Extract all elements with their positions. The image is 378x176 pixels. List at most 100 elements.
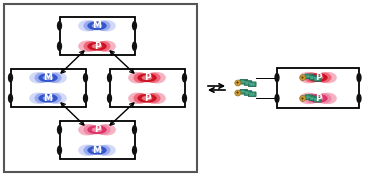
Ellipse shape xyxy=(38,94,58,103)
Ellipse shape xyxy=(319,93,337,104)
Ellipse shape xyxy=(29,93,47,104)
Ellipse shape xyxy=(98,20,116,32)
Ellipse shape xyxy=(313,75,323,80)
Ellipse shape xyxy=(182,93,187,103)
Ellipse shape xyxy=(49,72,67,83)
Text: P: P xyxy=(94,125,100,134)
Text: P: P xyxy=(144,73,150,82)
Ellipse shape xyxy=(319,72,337,83)
Ellipse shape xyxy=(356,94,362,103)
Bar xyxy=(4,4,197,172)
Text: P: P xyxy=(94,42,100,51)
Ellipse shape xyxy=(87,42,107,51)
Ellipse shape xyxy=(274,73,280,82)
Ellipse shape xyxy=(84,145,98,155)
Ellipse shape xyxy=(84,125,98,135)
FancyBboxPatch shape xyxy=(305,95,313,99)
Ellipse shape xyxy=(98,124,116,136)
Ellipse shape xyxy=(133,73,149,83)
Ellipse shape xyxy=(250,83,254,85)
Ellipse shape xyxy=(250,93,254,95)
FancyBboxPatch shape xyxy=(248,92,256,97)
Circle shape xyxy=(300,95,306,101)
Ellipse shape xyxy=(96,41,110,51)
Text: P: P xyxy=(315,73,321,82)
Text: ✦: ✦ xyxy=(301,96,304,100)
Ellipse shape xyxy=(87,146,107,155)
Ellipse shape xyxy=(83,93,88,103)
Bar xyxy=(59,17,135,55)
FancyBboxPatch shape xyxy=(313,97,321,102)
Circle shape xyxy=(235,80,241,86)
Ellipse shape xyxy=(148,72,166,83)
FancyBboxPatch shape xyxy=(244,81,252,85)
Ellipse shape xyxy=(315,99,319,101)
Ellipse shape xyxy=(274,94,280,103)
Ellipse shape xyxy=(98,40,116,52)
Ellipse shape xyxy=(132,145,137,155)
Text: P: P xyxy=(144,94,150,103)
Ellipse shape xyxy=(308,94,328,103)
Ellipse shape xyxy=(142,96,152,101)
Ellipse shape xyxy=(137,73,156,82)
Ellipse shape xyxy=(87,125,107,134)
Bar xyxy=(110,69,184,107)
Ellipse shape xyxy=(315,78,319,80)
Text: M: M xyxy=(43,94,53,103)
Ellipse shape xyxy=(313,96,323,101)
Ellipse shape xyxy=(92,44,102,49)
Ellipse shape xyxy=(57,145,62,155)
Ellipse shape xyxy=(132,125,137,135)
Ellipse shape xyxy=(78,20,96,32)
Ellipse shape xyxy=(98,144,116,156)
Text: M: M xyxy=(93,146,102,155)
FancyBboxPatch shape xyxy=(309,96,317,101)
Ellipse shape xyxy=(43,75,53,80)
Ellipse shape xyxy=(96,21,110,31)
Bar xyxy=(59,121,135,159)
FancyBboxPatch shape xyxy=(313,77,321,81)
Ellipse shape xyxy=(182,73,187,83)
Ellipse shape xyxy=(43,96,53,101)
Ellipse shape xyxy=(146,93,161,103)
Ellipse shape xyxy=(46,73,62,83)
Ellipse shape xyxy=(316,93,332,103)
Text: M: M xyxy=(43,73,53,82)
Ellipse shape xyxy=(132,21,137,31)
Ellipse shape xyxy=(246,92,250,94)
Ellipse shape xyxy=(46,93,62,103)
Ellipse shape xyxy=(34,93,50,103)
Ellipse shape xyxy=(356,73,362,82)
Ellipse shape xyxy=(128,72,146,83)
Ellipse shape xyxy=(242,91,246,93)
Ellipse shape xyxy=(84,21,98,31)
Ellipse shape xyxy=(92,127,102,132)
Text: M: M xyxy=(93,21,102,30)
FancyBboxPatch shape xyxy=(248,82,256,87)
Ellipse shape xyxy=(311,77,315,78)
Ellipse shape xyxy=(128,93,146,104)
Ellipse shape xyxy=(142,75,152,80)
Ellipse shape xyxy=(305,93,319,103)
Circle shape xyxy=(300,75,306,81)
Ellipse shape xyxy=(84,41,98,51)
Ellipse shape xyxy=(57,125,62,135)
Ellipse shape xyxy=(92,148,102,153)
Circle shape xyxy=(235,90,241,96)
Ellipse shape xyxy=(57,41,62,51)
FancyBboxPatch shape xyxy=(305,74,313,79)
Ellipse shape xyxy=(242,81,246,83)
Text: ✦: ✦ xyxy=(301,76,304,80)
Ellipse shape xyxy=(307,75,311,77)
Ellipse shape xyxy=(316,73,332,83)
Ellipse shape xyxy=(148,93,166,104)
Ellipse shape xyxy=(92,23,102,28)
Ellipse shape xyxy=(146,73,161,83)
Ellipse shape xyxy=(78,144,96,156)
Bar xyxy=(277,68,359,108)
Ellipse shape xyxy=(308,73,328,82)
Bar xyxy=(11,69,85,107)
Ellipse shape xyxy=(96,125,110,135)
Ellipse shape xyxy=(305,73,319,83)
Ellipse shape xyxy=(137,94,156,103)
